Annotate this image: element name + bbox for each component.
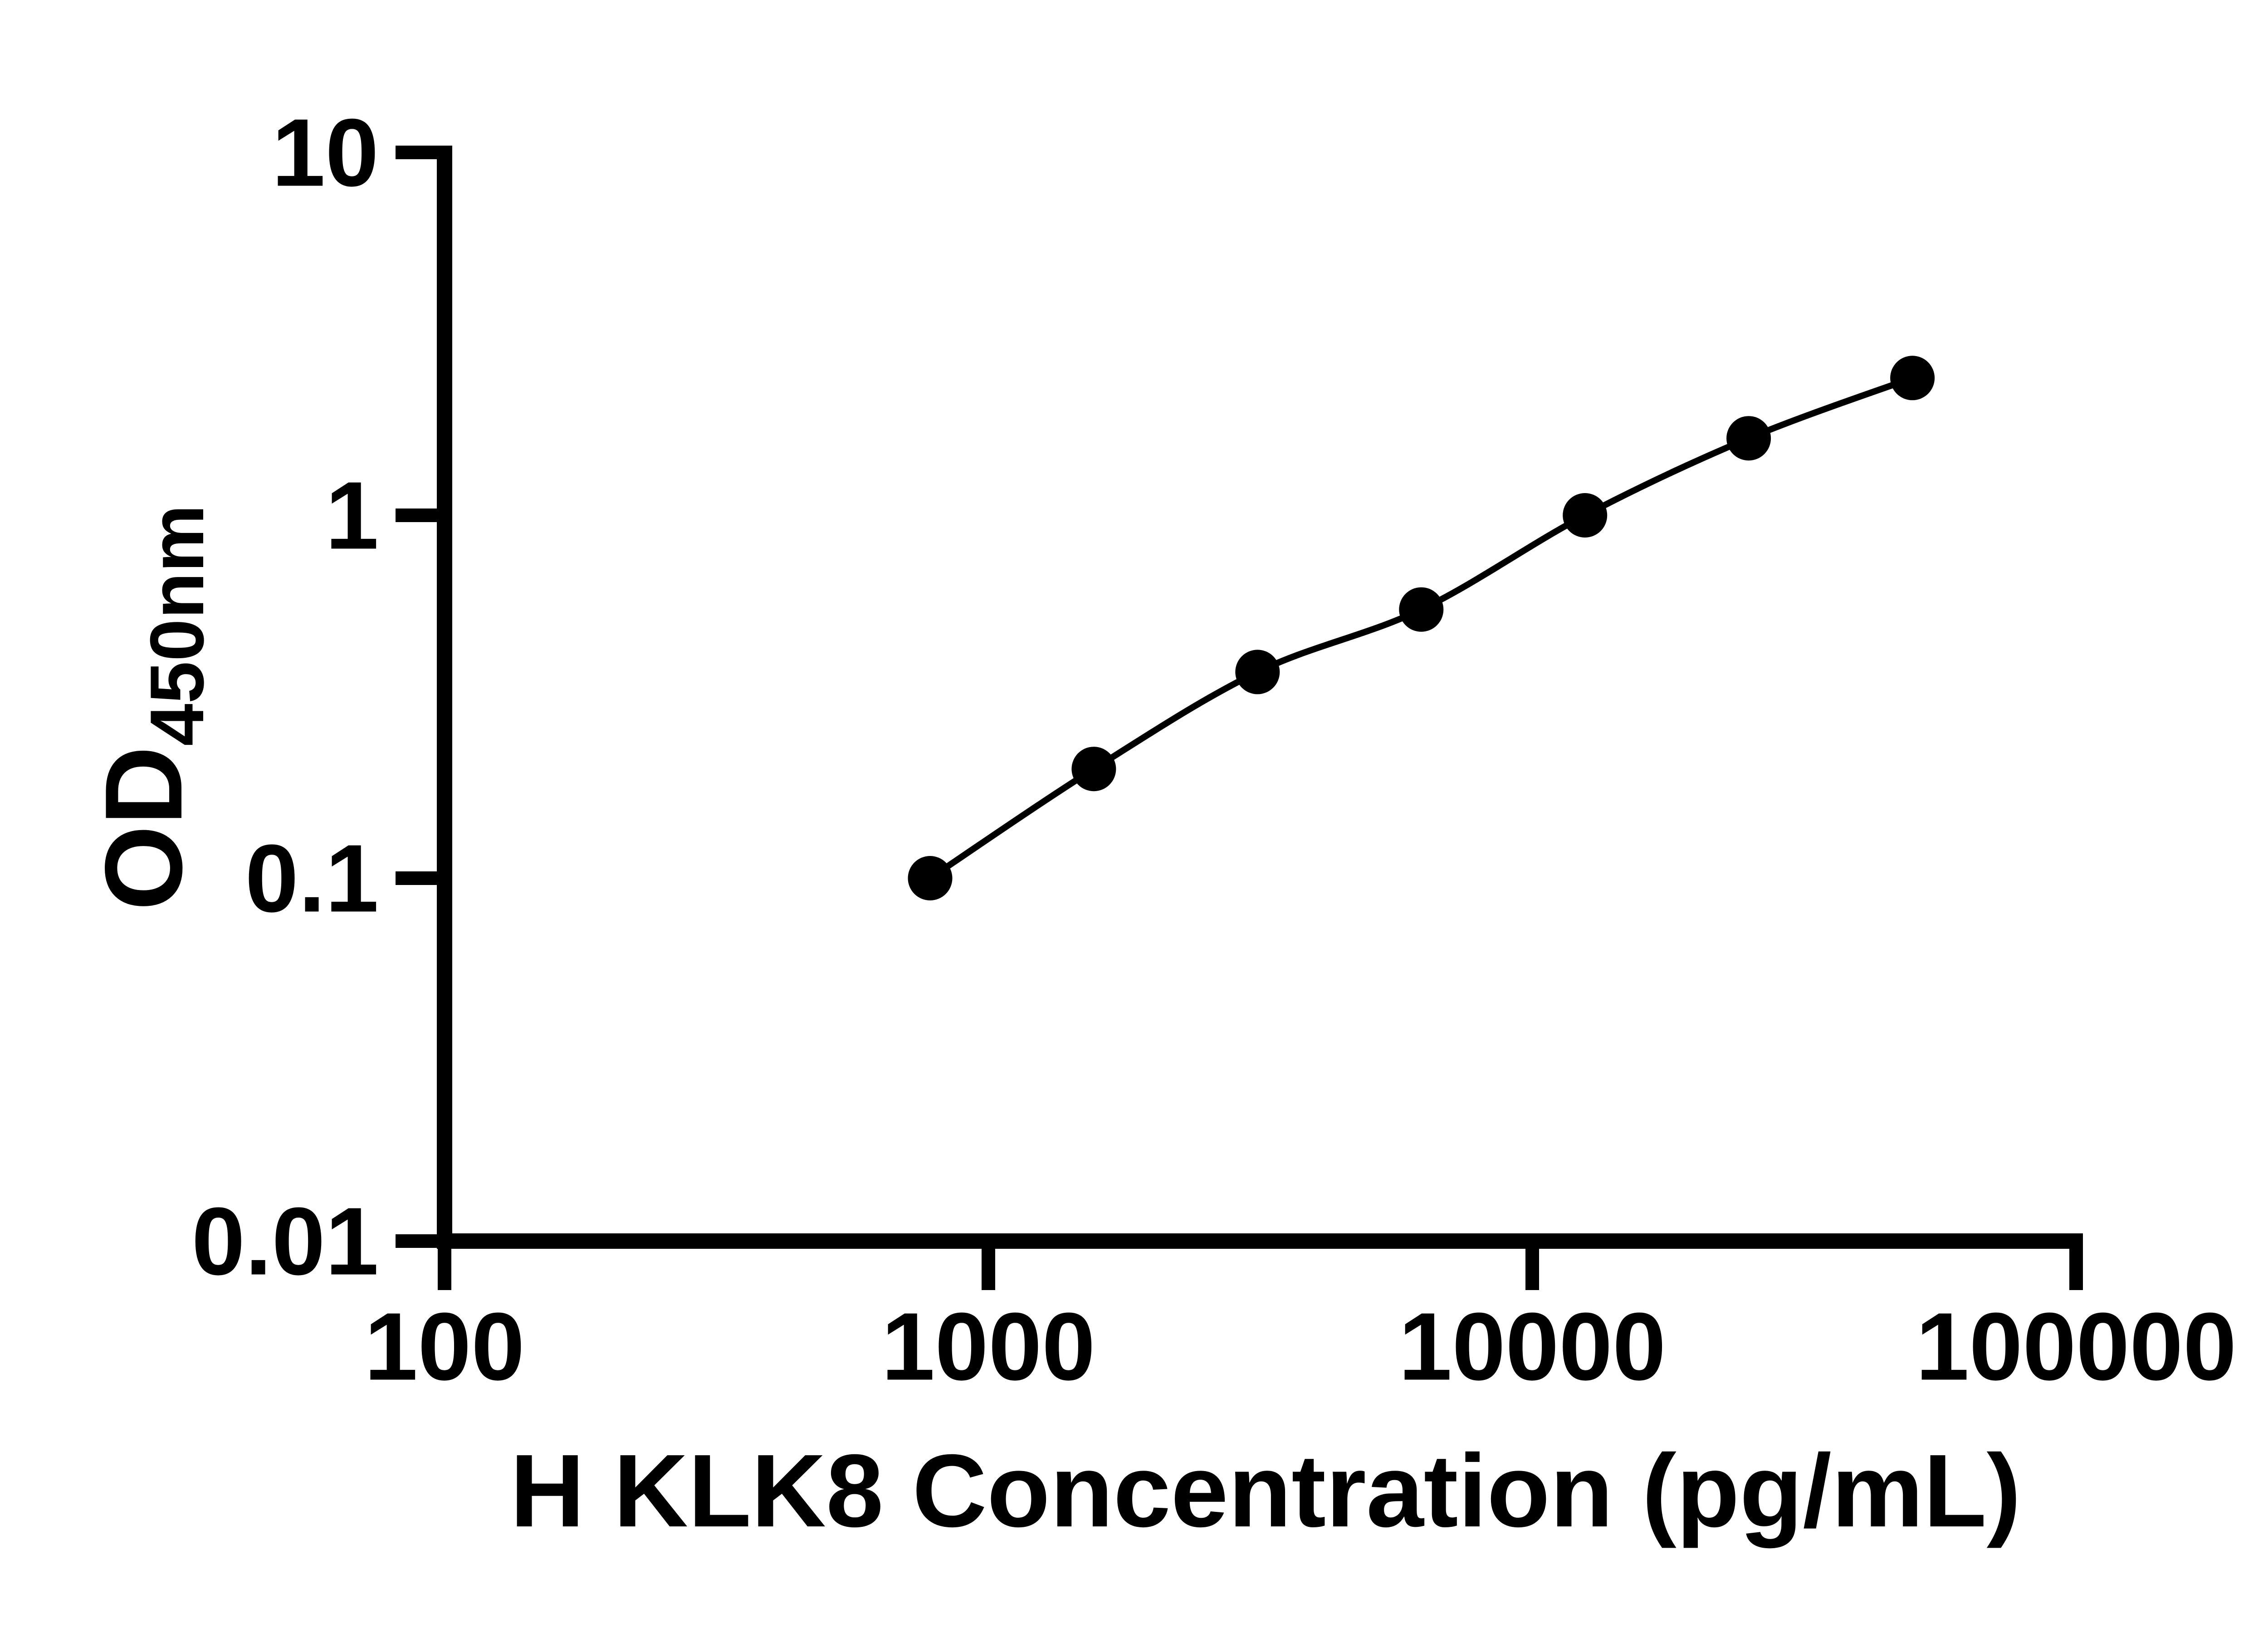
data-point <box>1399 587 1444 632</box>
y-axis-title-subscript: 450nm <box>134 504 220 746</box>
data-point <box>1563 493 1608 538</box>
y-axis-title: OD450nm <box>83 504 220 910</box>
y-axis-title-main: OD <box>83 746 205 911</box>
x-tick-label: 1000 <box>881 1293 1095 1400</box>
y-tick-label: 0.01 <box>191 1188 379 1295</box>
y-tick-label: 0.1 <box>245 825 379 932</box>
data-point <box>1235 650 1280 694</box>
data-point <box>908 856 953 900</box>
x-axis-tick-labels: 100 1000 10000 100000 <box>364 1293 2237 1400</box>
y-axis-ticks <box>396 146 445 1248</box>
x-tick-label: 100000 <box>1916 1293 2236 1400</box>
y-axis-tick-labels: 10 1 0.1 0.01 <box>191 99 379 1295</box>
data-point <box>1726 416 1771 461</box>
y-tick-label: 1 <box>325 462 379 569</box>
x-axis-ticks <box>438 1241 2083 1290</box>
axes <box>437 146 2083 1249</box>
axis-lines <box>437 146 2083 1249</box>
x-axis-title: H KLK8 Concentration (pg/mL) <box>510 1433 2021 1549</box>
y-tick-label: 10 <box>272 99 379 206</box>
x-tick-label: 10000 <box>1398 1293 1666 1400</box>
x-tick-label: 100 <box>364 1293 525 1400</box>
data-point <box>1890 356 1935 401</box>
data-points <box>908 356 1935 900</box>
data-point <box>1071 747 1116 792</box>
